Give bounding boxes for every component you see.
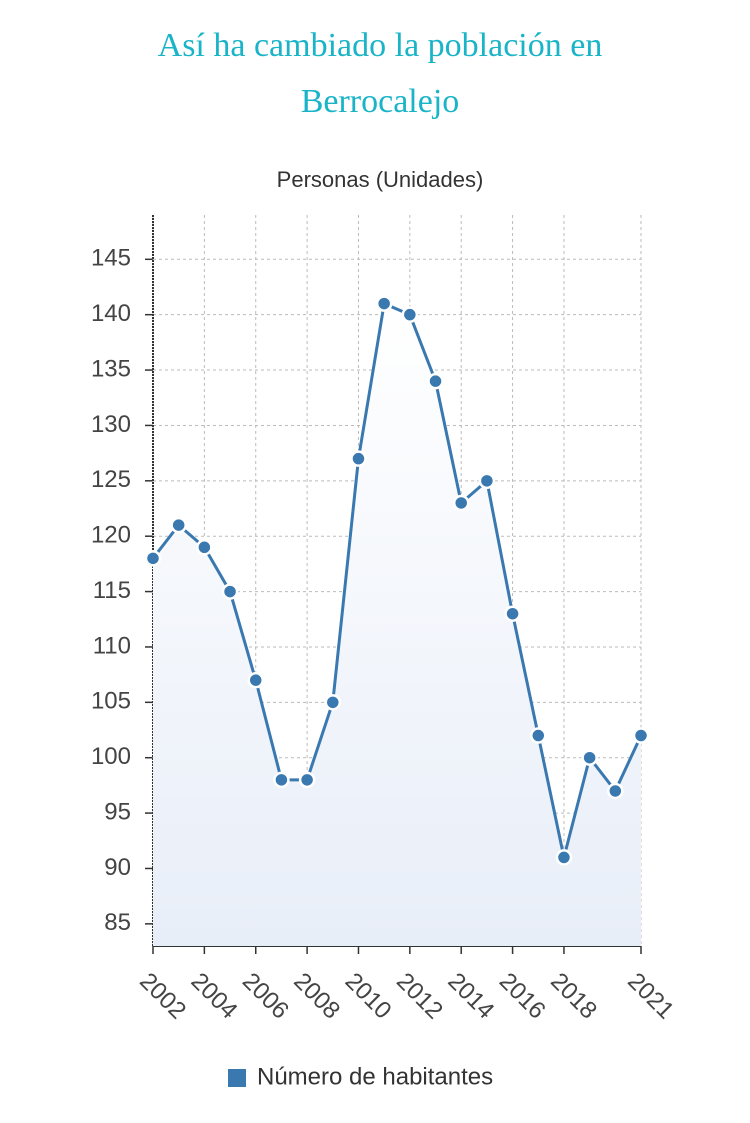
point bbox=[452, 494, 470, 512]
point bbox=[555, 849, 573, 866]
point bbox=[298, 771, 316, 789]
point bbox=[581, 749, 598, 766]
point bbox=[401, 306, 419, 323]
point bbox=[504, 605, 521, 622]
axis-title: Personas (Unidades) bbox=[277, 167, 484, 192]
x-tick-label: 2008 bbox=[288, 968, 345, 1025]
point bbox=[221, 583, 239, 600]
point bbox=[196, 539, 213, 556]
point bbox=[273, 771, 290, 789]
point bbox=[607, 782, 624, 800]
y-tick-label: 115 bbox=[93, 577, 131, 604]
chart-title: Así ha cambiado la población en Berrocale… bbox=[158, 27, 603, 120]
y-tick-label: 110 bbox=[93, 632, 131, 659]
y-tick-label: 120 bbox=[91, 522, 131, 549]
point bbox=[375, 295, 393, 312]
x-tick-label: 2014 bbox=[442, 968, 499, 1025]
y-tick-label: 105 bbox=[91, 688, 131, 715]
point bbox=[632, 727, 650, 744]
title-line: Berrocalejo bbox=[301, 83, 460, 120]
y-tick-label: 140 bbox=[91, 300, 131, 327]
x-tick-label: 2002 bbox=[134, 968, 191, 1025]
y-tick-label: 135 bbox=[91, 355, 131, 382]
point bbox=[427, 372, 444, 390]
x-tick-label: 2004 bbox=[186, 968, 243, 1025]
x-tick-label: 2012 bbox=[391, 968, 448, 1025]
point bbox=[478, 472, 496, 490]
line bbox=[151, 301, 643, 858]
point bbox=[170, 516, 187, 534]
point bbox=[324, 694, 342, 711]
x-tick-label: 2018 bbox=[545, 968, 602, 1025]
legend-swatch bbox=[228, 1069, 246, 1087]
y-tick-label: 85 bbox=[104, 909, 131, 936]
x-tick-label: 2021 bbox=[622, 968, 679, 1025]
area bbox=[153, 303, 641, 946]
y-tick-label: 145 bbox=[91, 245, 131, 272]
point bbox=[247, 671, 264, 689]
y-tick-label: 95 bbox=[104, 798, 131, 825]
point bbox=[350, 450, 367, 467]
y-tick-label: 100 bbox=[91, 743, 131, 770]
title-line: Así ha cambiado la población en bbox=[158, 27, 603, 64]
point bbox=[530, 727, 547, 744]
x-tick-label: 2016 bbox=[494, 968, 551, 1025]
y-tick-label: 125 bbox=[91, 466, 131, 493]
x-tick-label: 2010 bbox=[340, 968, 397, 1025]
y-tick-label: 130 bbox=[91, 411, 131, 438]
y-tick-label: 90 bbox=[104, 854, 131, 881]
point bbox=[144, 550, 162, 567]
legend-label: Número de habitantes bbox=[257, 1063, 493, 1090]
x-tick-label: 2006 bbox=[237, 968, 294, 1025]
